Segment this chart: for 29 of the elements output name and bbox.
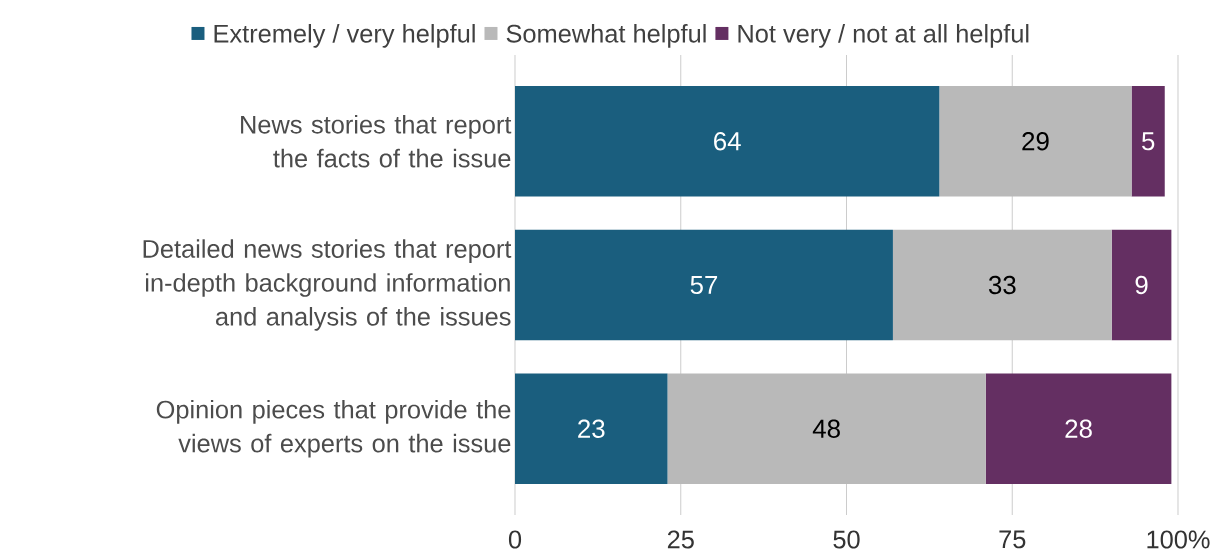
legend-label: Extremely / very helpful: [214, 24, 475, 48]
data-label: 57: [690, 275, 718, 295]
bar: [1131, 85, 1165, 197]
bar: [892, 229, 1112, 341]
bar: [515, 85, 940, 197]
bar: [515, 373, 668, 485]
data-label: 5: [1142, 132, 1155, 151]
data-label: 23: [578, 419, 605, 438]
data-label: 48: [812, 419, 840, 438]
x-tick-label: 50: [833, 530, 860, 549]
bar: [667, 373, 986, 485]
x-tick-label: 75: [999, 530, 1026, 549]
bar: [985, 373, 1172, 485]
data-label: 9: [1135, 275, 1148, 295]
data-label: 33: [988, 275, 1016, 295]
y-tick-label: News stories that report the facts of the issue: [241, 114, 512, 168]
data-label: 64: [714, 132, 741, 151]
y-tick-label: Opinion pieces that provide the views of experts on the issue: [156, 399, 511, 458]
data-label: 28: [1065, 419, 1092, 438]
legend-label: Not very / not at all helpful: [738, 24, 1029, 48]
legend-label: Somewhat helpful: [506, 24, 706, 48]
bar: [515, 229, 893, 341]
x-tick-label: 25: [667, 530, 694, 549]
x-tick-label: 100%: [1147, 530, 1210, 549]
y-tick-label: Detailed news stories that report in-depth background information and analysis of the issues: [143, 239, 512, 331]
data-label: 29: [1022, 132, 1049, 151]
bar: [1111, 229, 1172, 341]
x-tick-label: 0: [508, 530, 522, 549]
bar: [939, 85, 1132, 197]
